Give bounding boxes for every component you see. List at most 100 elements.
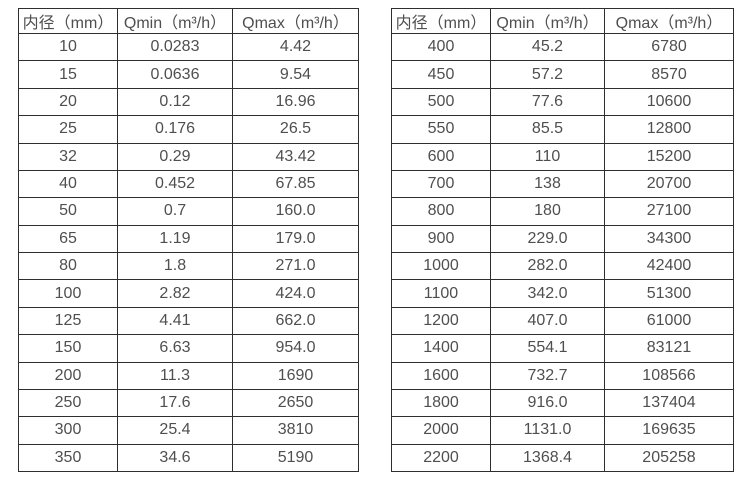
table-cell: 1200 (391, 306, 491, 336)
table-cell: 0.452 (117, 169, 233, 199)
table-row: 10 0.0283 4.42 (18, 32, 359, 62)
table-cell: 137404 (604, 388, 734, 418)
table-body: 400 45.2 6780 450 57.2 8570 500 77.6 10600 550 85.… (391, 32, 734, 473)
table-cell: 554.1 (490, 334, 605, 363)
table-cell: 900 (391, 224, 491, 254)
table-cell: 11.3 (117, 361, 233, 390)
table-cell: 32 (18, 142, 118, 171)
table-cell: 85.5 (490, 115, 605, 144)
table-cell: 0.0283 (117, 32, 233, 62)
column-header-qmax: Qmax（m³/h） (604, 8, 734, 34)
table-cell: 6780 (604, 32, 734, 62)
table-cell: 662.0 (232, 306, 359, 336)
table-cell: 1400 (391, 334, 491, 363)
table-cell: 800 (391, 197, 491, 226)
table-cell: 450 (391, 60, 491, 89)
table-row: 15 0.0636 9.54 (18, 60, 359, 89)
table-cell: 500 (391, 87, 491, 117)
table-cell: 27100 (604, 197, 734, 226)
table-row: 20 0.12 16.96 (18, 87, 359, 117)
table-cell: 34300 (604, 224, 734, 254)
table-cell: 9.54 (232, 60, 359, 89)
table-cell: 1.19 (117, 224, 233, 254)
column-header-diameter: 内径（mm） (391, 8, 491, 34)
table-cell: 8570 (604, 60, 734, 89)
table-row: 1000 282.0 42400 (391, 251, 734, 281)
table-cell: 61000 (604, 306, 734, 336)
column-header-qmax: Qmax（m³/h） (232, 8, 359, 34)
table-cell: 1800 (391, 388, 491, 418)
table-cell: 424.0 (232, 279, 359, 308)
table-cell: 1131.0 (490, 416, 605, 445)
table-cell: 10 (18, 32, 118, 62)
table-cell: 4.42 (232, 32, 359, 62)
table-row: 250 17.6 2650 (18, 388, 359, 418)
table-cell: 1690 (232, 361, 359, 390)
table-row: 40 0.452 67.85 (18, 169, 359, 199)
table-cell: 700 (391, 169, 491, 199)
table-cell: 250 (18, 388, 118, 418)
table-cell: 407.0 (490, 306, 605, 336)
table-cell: 271.0 (232, 251, 359, 281)
table-row: 2200 1368.4 205258 (391, 443, 734, 473)
table-cell: 25 (18, 115, 118, 144)
column-header-qmin: Qmin（m³/h） (490, 8, 605, 34)
table-cell: 15 (18, 60, 118, 89)
table-cell: 342.0 (490, 279, 605, 308)
table-row: 2000 1131.0 169635 (391, 416, 734, 445)
table-cell: 205258 (604, 443, 734, 473)
table-row: 32 0.29 43.42 (18, 142, 359, 171)
column-header-qmin: Qmin（m³/h） (117, 8, 233, 34)
table-cell: 77.6 (490, 87, 605, 117)
table-cell: 100 (18, 279, 118, 308)
table-cell: 51300 (604, 279, 734, 308)
table-row: 900 229.0 34300 (391, 224, 734, 254)
header-row: 内径（mm） Qmin（m³/h） Qmax（m³/h） (18, 8, 359, 34)
table-row: 1200 407.0 61000 (391, 306, 734, 336)
table-cell: 0.0636 (117, 60, 233, 89)
table-cell: 282.0 (490, 251, 605, 281)
table-cell: 17.6 (117, 388, 233, 418)
table-cell: 200 (18, 361, 118, 390)
table-cell: 20 (18, 87, 118, 117)
table-cell: 45.2 (490, 32, 605, 62)
table-cell: 2650 (232, 388, 359, 418)
table-row: 80 1.8 271.0 (18, 251, 359, 281)
table-row: 350 34.6 5190 (18, 443, 359, 473)
table-body: 10 0.0283 4.42 15 0.0636 9.54 20 0.12 16.96 25 0.1… (18, 32, 359, 473)
table-cell: 1600 (391, 361, 491, 390)
table-cell: 108566 (604, 361, 734, 390)
table-cell: 1.8 (117, 251, 233, 281)
table-cell: 125 (18, 306, 118, 336)
table-row: 1400 554.1 83121 (391, 334, 734, 363)
table-cell: 65 (18, 224, 118, 254)
table-cell: 16.96 (232, 87, 359, 117)
table-cell: 0.12 (117, 87, 233, 117)
table-cell: 2200 (391, 443, 491, 473)
table-cell: 80 (18, 251, 118, 281)
table-cell: 20700 (604, 169, 734, 199)
table-row: 100 2.82 424.0 (18, 279, 359, 308)
table-cell: 67.85 (232, 169, 359, 199)
table-cell: 15200 (604, 142, 734, 171)
table-cell: 50 (18, 197, 118, 226)
table-cell: 169635 (604, 416, 734, 445)
table-cell: 180 (490, 197, 605, 226)
table-cell: 10600 (604, 87, 734, 117)
table-cell: 2.82 (117, 279, 233, 308)
table-row: 200 11.3 1690 (18, 361, 359, 390)
table-row: 300 25.4 3810 (18, 416, 359, 445)
table-cell: 26.5 (232, 115, 359, 144)
table-cell: 25.4 (117, 416, 233, 445)
table-row: 500 77.6 10600 (391, 87, 734, 117)
table-cell: 150 (18, 334, 118, 363)
table-row: 25 0.176 26.5 (18, 115, 359, 144)
table-cell: 3810 (232, 416, 359, 445)
table-cell: 0.176 (117, 115, 233, 144)
table-row: 150 6.63 954.0 (18, 334, 359, 363)
table-row: 1800 916.0 137404 (391, 388, 734, 418)
table-row: 550 85.5 12800 (391, 115, 734, 144)
table-row: 65 1.19 179.0 (18, 224, 359, 254)
table-cell: 138 (490, 169, 605, 199)
